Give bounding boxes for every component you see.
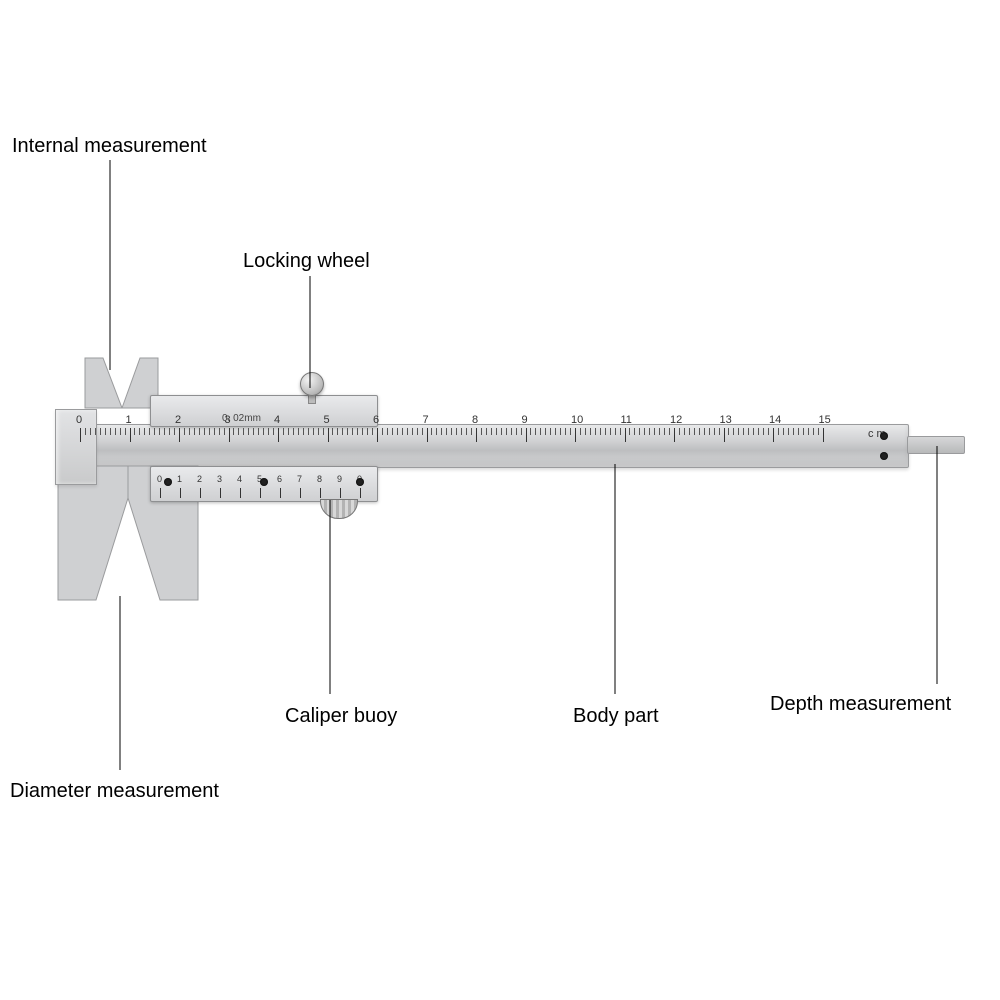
thumb-wheel [320,499,358,519]
label-diameter-measurement: Diameter measurement [10,780,219,803]
main-beam [75,424,909,468]
label-depth-measurement: Depth measurement [770,693,951,716]
label-body-part: Body part [573,705,659,728]
depth-rod [907,436,965,454]
lock-knob [300,372,324,396]
label-internal-measurement: Internal measurement [12,135,207,158]
label-locking-wheel: Locking wheel [243,250,370,273]
label-caliper-buoy: Caliper buoy [285,705,397,728]
slider-top [150,395,378,427]
